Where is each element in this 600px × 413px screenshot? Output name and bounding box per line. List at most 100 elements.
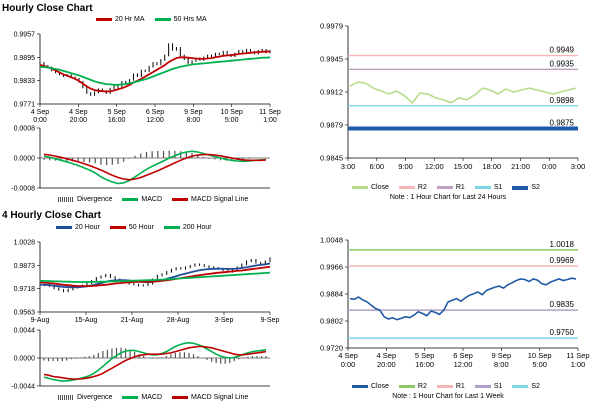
x-tick-label: 18:00 — [482, 162, 501, 171]
level-label-s2: 0.9750 — [550, 328, 575, 337]
x-tick-label: 6:00 — [369, 162, 384, 171]
series-line-ma_long — [39, 56, 271, 86]
x-tick-label: 0:00 — [542, 162, 557, 171]
legend-label: MACD Signal Line — [191, 394, 249, 401]
series-line-signal — [43, 345, 267, 380]
legend-label: S1 — [493, 383, 503, 390]
legend-swatch — [109, 226, 126, 229]
x-tick-label: 15-Aug — [75, 317, 98, 324]
legend-swatch — [352, 186, 368, 189]
x-tick-label: 6 Sep — [146, 109, 164, 116]
4h-levels-note: Note : 1 Hour Chart for Last 1 Week — [392, 393, 504, 400]
series-line-macd — [43, 150, 267, 185]
hourly-section-title: Hourly Close Chart — [2, 3, 93, 14]
legend-label: MACD Signal Line — [191, 196, 249, 203]
x-tick-label: 9 Sep — [492, 351, 512, 360]
y-tick-label: 0.9966 — [320, 263, 343, 272]
legend-item: R1 — [436, 383, 465, 390]
legend-item: S2 — [512, 184, 540, 191]
x-tick-label: 5:00 — [225, 117, 239, 124]
legend-item: MACD — [122, 196, 162, 203]
x-tick-label: 21:00 — [511, 162, 530, 171]
y-tick-label: 0.0000 — [14, 356, 36, 363]
x-tick-label: 1:00 — [571, 360, 586, 369]
legend-item: S1 — [474, 184, 502, 191]
series-line-ma_short — [39, 265, 271, 287]
legend-swatch — [163, 226, 180, 229]
legend-swatch — [154, 18, 171, 21]
y-tick-label: 0.0008 — [14, 126, 36, 133]
legend-label: Divergence — [77, 394, 113, 401]
legend-swatch — [56, 226, 72, 229]
4h-levels-legend: Close R2 R1 S1 S2 — [352, 383, 550, 390]
y-tick-label: 0.9957 — [14, 32, 36, 39]
level-label-s2: 0.9875 — [550, 118, 575, 127]
hourly-macd-chart: 0.0008 0.0000 -0.0008 Divergence MACD MACD… — [0, 122, 282, 210]
series-line-signal — [43, 153, 267, 181]
legend-item: 50 Hour — [109, 224, 154, 231]
y-tick-label: 0.9563 — [14, 310, 36, 317]
legend-label: R2 — [417, 383, 427, 390]
y-tick-label: 0.9945 — [320, 55, 343, 64]
y-tick-label: 0.9718 — [14, 286, 36, 293]
legend-swatch — [398, 186, 415, 189]
legend-item: Close — [352, 383, 389, 390]
y-tick-label: 0.9802 — [320, 317, 343, 326]
legend-swatch — [352, 385, 368, 388]
hourly-price-legend: 20 Hr MA 50 Hrs MA — [96, 16, 217, 23]
legend-label: Divergence — [77, 196, 113, 203]
legend-swatch — [474, 385, 491, 388]
x-tick-label: 11 Sep — [259, 109, 281, 116]
y-tick-label: 0.9833 — [14, 78, 36, 85]
legend-label: S2 — [531, 184, 540, 191]
series-line-ma_short — [39, 50, 271, 93]
4h-macd-chart: 0.0044 0.0000 -0.0044 Divergence MACD MACD… — [0, 326, 282, 412]
x-tick-label: 5 Sep — [108, 109, 126, 116]
x-tick-label: 3:00 — [341, 162, 356, 171]
legend-label: R2 — [417, 184, 427, 191]
hourly-macd-plot: 0.0008 0.0000 -0.0008 — [11, 126, 270, 193]
legend-item: 200 Hour — [163, 224, 212, 231]
x-tick-label: 20:00 — [70, 117, 88, 124]
y-tick-label: 0.9895 — [14, 55, 36, 62]
y-tick-label: 1.0048 — [320, 236, 343, 245]
x-tick-label: 6 Sep — [453, 351, 473, 360]
legend-swatch — [436, 385, 453, 388]
legend-label: 50 Hour — [128, 224, 154, 231]
legend-item: MACD Signal Line — [172, 196, 248, 203]
hourly-macd-legend: Divergence MACD MACD Signal Line — [58, 196, 258, 203]
4h-macd-plot: 0.0044 0.0000 -0.0044 — [11, 328, 270, 391]
y-tick-label: 0.9845 — [320, 154, 343, 163]
4h-macd-legend: Divergence MACD MACD Signal Line — [58, 394, 258, 401]
y-tick-label: 0.0000 — [14, 156, 36, 163]
x-tick-label: 11 Sep — [566, 351, 589, 360]
x-tick-label: 16:00 — [415, 360, 434, 369]
y-tick-label: 1.0028 — [14, 240, 36, 247]
level-label-r2: 1.0018 — [550, 240, 575, 249]
x-tick-label: 3-Sep — [215, 317, 234, 324]
y-tick-label: -0.0008 — [11, 186, 35, 193]
y-tick-label: 0.9884 — [320, 290, 343, 299]
legend-swatch — [512, 185, 529, 190]
legend-item: R2 — [398, 383, 427, 390]
legend-item: S2 — [512, 383, 540, 390]
legend-swatch — [512, 385, 529, 388]
legend-item: MACD Signal Line — [172, 394, 248, 401]
x-tick-label: 9 Sep — [184, 109, 202, 116]
hourly-price-chart: 20 Hr MA 50 Hrs MA 0.9957 0.9895 0.9833 0.9… — [0, 14, 282, 126]
x-tick-label: 12:00 — [146, 117, 164, 124]
legend-swatch — [122, 396, 139, 399]
x-tick-label: 16:00 — [108, 117, 126, 124]
x-tick-label: 5 Sep — [415, 351, 435, 360]
y-tick-label: 0.9873 — [14, 263, 36, 270]
series-line-close — [349, 277, 577, 321]
x-tick-label: 21-Aug — [121, 317, 144, 324]
legend-label: Close — [371, 383, 389, 390]
x-tick-label: 8:00 — [494, 360, 509, 369]
x-tick-label: 4 Sep — [69, 109, 87, 116]
hourly-levels-legend: Close R2 R1 S1 S2 — [352, 184, 550, 191]
series-line-close — [349, 81, 577, 104]
legend-item: 50 Hrs MA — [154, 16, 207, 23]
legend-item: Divergence — [58, 394, 112, 401]
